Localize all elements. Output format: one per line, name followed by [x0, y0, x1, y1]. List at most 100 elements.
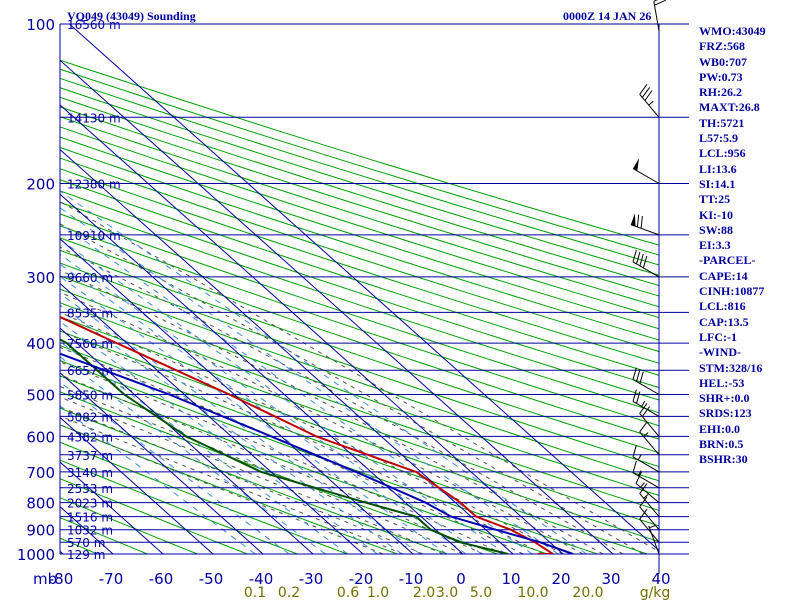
height-label: 2023 m [67, 497, 113, 511]
index-item: EI:3.3 [699, 238, 731, 253]
pressure-tick-label: 900 [26, 522, 55, 540]
pressure-tick-label: 1000 [17, 546, 55, 564]
wind-barb-pennant [633, 158, 639, 171]
height-label: 4382 m [67, 430, 113, 444]
dry-adiabat-line [60, 96, 659, 286]
wind-barb-staff [632, 261, 660, 278]
wind-barb-feather [639, 508, 648, 520]
wind-barb [639, 403, 660, 437]
mixing-ratio-labels: 0.1 0.2 0.6 1.0 2.0 3.0 5.0 10.0 20.0 g/kg [244, 585, 670, 600]
dry-adiabats [60, 59, 659, 554]
dry-adiabat-line [60, 190, 659, 389]
index-item: LCL:816 [699, 299, 746, 314]
dry-adiabat-line [60, 106, 659, 297]
mixing-ratio-line [60, 275, 447, 554]
isotherm-line [60, 327, 314, 554]
index-item: TH:5721 [699, 115, 745, 130]
wind-barb-feather [653, 0, 658, 2]
pressure-tick-label: 200 [26, 176, 55, 194]
index-item: SHR+:0.0 [699, 391, 750, 406]
dry-adiabat-line [60, 288, 659, 496]
wind-barb [653, 0, 667, 31]
mixing-ratio-label: g/kg [640, 585, 671, 600]
moist-adiabat-line [60, 424, 384, 554]
wind-barb [639, 483, 660, 517]
wind-barb-half-feather [643, 432, 649, 437]
wind-barb-feather [639, 496, 648, 508]
wind-barb [632, 249, 660, 278]
wind-barb-feather [636, 214, 640, 228]
temperature-tick-label: -40 [249, 570, 274, 588]
wind-barb-feather [639, 84, 648, 95]
wind-barbs [630, 0, 667, 555]
index-item: MAXT:26.8 [699, 100, 760, 115]
wind-barb-feather [642, 255, 648, 269]
wind-barb-staff [653, 1, 660, 31]
wind-barb [639, 421, 660, 456]
wind-barb [639, 84, 660, 118]
pressure-unit-label: mb [33, 570, 57, 588]
dry-adiabat-line [60, 213, 659, 414]
wind-barb-feather [632, 460, 637, 473]
isotherm-line [60, 416, 214, 554]
index-item: SRDS:123 [699, 406, 752, 421]
wind-barb-staff [632, 456, 660, 473]
wind-barb [630, 213, 660, 236]
height-label: 14130 m [67, 111, 121, 125]
temperature-tick-label: -50 [199, 570, 224, 588]
isotherm-line [60, 238, 414, 554]
height-label: 10910 m [67, 229, 121, 243]
temperature-tick-label: -20 [349, 570, 374, 588]
dry-adiabat-line [60, 302, 659, 511]
mixing-ratio-label: 1.0 [367, 585, 389, 600]
dry-adiabat-line [60, 168, 659, 364]
wind-barb [632, 158, 660, 184]
height-label: 3140 m [67, 466, 113, 480]
height-label: 9660 m [67, 271, 113, 285]
isotherms [60, 24, 659, 554]
index-item: CAP:13.5 [699, 314, 749, 329]
index-item: STM:328/16 [699, 360, 763, 375]
dewpoint-profile-line [60, 338, 509, 554]
index-item: LCL:956 [699, 146, 746, 161]
height-label: 8535 m [67, 306, 113, 320]
height-label: 16560 m [67, 18, 121, 32]
dry-adiabat-line [60, 249, 659, 454]
temperature-tick-label: 30 [601, 570, 620, 588]
index-item: BSHR:30 [699, 452, 748, 467]
height-label: 1032 m [67, 524, 113, 538]
temperature-tick-label: 10 [501, 570, 520, 588]
mixing-ratio-label: 0.1 [244, 585, 266, 600]
wind-barb [639, 496, 660, 531]
dry-adiabat-line [60, 237, 659, 440]
height-label: 6657 m [67, 364, 113, 378]
isotherm-line [60, 59, 614, 554]
wind-barb-staff [632, 400, 660, 417]
index-item: -WIND- [699, 345, 741, 360]
wind-barb-staff [639, 413, 660, 437]
isotherm-line [60, 282, 364, 554]
dry-adiabat-line [60, 87, 659, 276]
index-item: L57:5.9 [699, 131, 738, 146]
wind-barb-half-feather [637, 454, 642, 461]
pressure-tick-label: 600 [26, 428, 55, 446]
index-item: PW:0.73 [699, 69, 743, 84]
pressure-tick-label: 800 [26, 495, 55, 513]
height-label: 5850 m [67, 389, 113, 403]
index-item: HEL:-53 [699, 375, 745, 390]
wind-barb-feather [632, 367, 637, 380]
height-label: 3737 m [67, 449, 113, 463]
wind-barb-staff [639, 493, 660, 517]
temperature-tick-labels: -80 -70 -60 -50 -40 -30 -20 -10 0 10 20 30 40 [49, 570, 671, 588]
index-item: -PARCEL- [699, 253, 756, 268]
wind-barb-feather [639, 253, 644, 267]
sounding-profiles [60, 315, 574, 554]
mixing-ratio-label: 0.2 [278, 585, 300, 600]
index-item: WMO:43049 [699, 24, 766, 38]
temperature-tick-label: -70 [99, 570, 124, 588]
temperature-tick-label: 20 [551, 570, 570, 588]
height-label: 5082 m [67, 410, 113, 424]
wind-barb-feather [635, 471, 642, 484]
wind-barb-staff [639, 431, 660, 456]
moist-adiabat-line [60, 385, 464, 554]
